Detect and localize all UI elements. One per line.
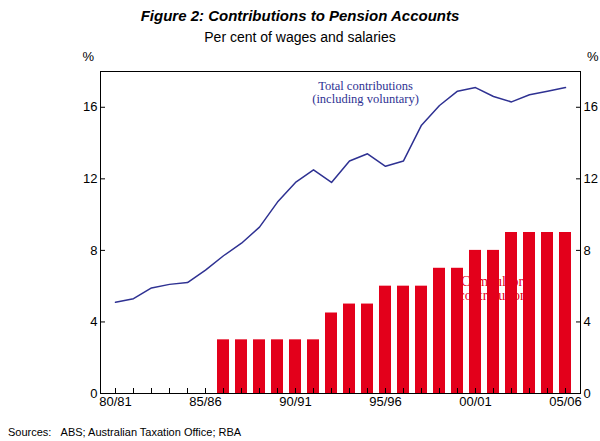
svg-text:80/81: 80/81 [99, 394, 132, 409]
svg-text:Compulsorycontributions: Compulsorycontributions [459, 274, 533, 303]
svg-text:85/86: 85/86 [189, 394, 222, 409]
svg-text:16: 16 [83, 99, 97, 114]
svg-text:4: 4 [90, 314, 97, 329]
svg-text:12: 12 [584, 171, 598, 186]
svg-text:4: 4 [584, 314, 591, 329]
html-text:Sources: ABS; Australian Taxat: Sources: ABS; Australian Taxation Office… [8, 426, 242, 438]
svg-text:8: 8 [584, 243, 591, 258]
svg-text:00/01: 00/01 [459, 394, 492, 409]
svg-text:0: 0 [90, 386, 97, 401]
html-text:Per cent of wages and salaries: Per cent of wages and salaries [204, 29, 396, 45]
svg-text:Total contributions(including: Total contributions(including voluntary) [312, 79, 419, 106]
svg-text:%: % [83, 49, 95, 64]
html-text:Figure 2: Contributions to Pen: Figure 2: Contributions to Pension Accou… [140, 7, 460, 24]
svg-text:95/96: 95/96 [369, 394, 402, 409]
svg-text:8: 8 [90, 243, 97, 258]
svg-text:90/91: 90/91 [279, 394, 312, 409]
svg-text:%: % [587, 49, 599, 64]
svg-text:0: 0 [584, 386, 591, 401]
svg-text:16: 16 [584, 99, 598, 114]
svg-text:12: 12 [83, 171, 97, 186]
svg-text:05/06: 05/06 [549, 394, 582, 409]
